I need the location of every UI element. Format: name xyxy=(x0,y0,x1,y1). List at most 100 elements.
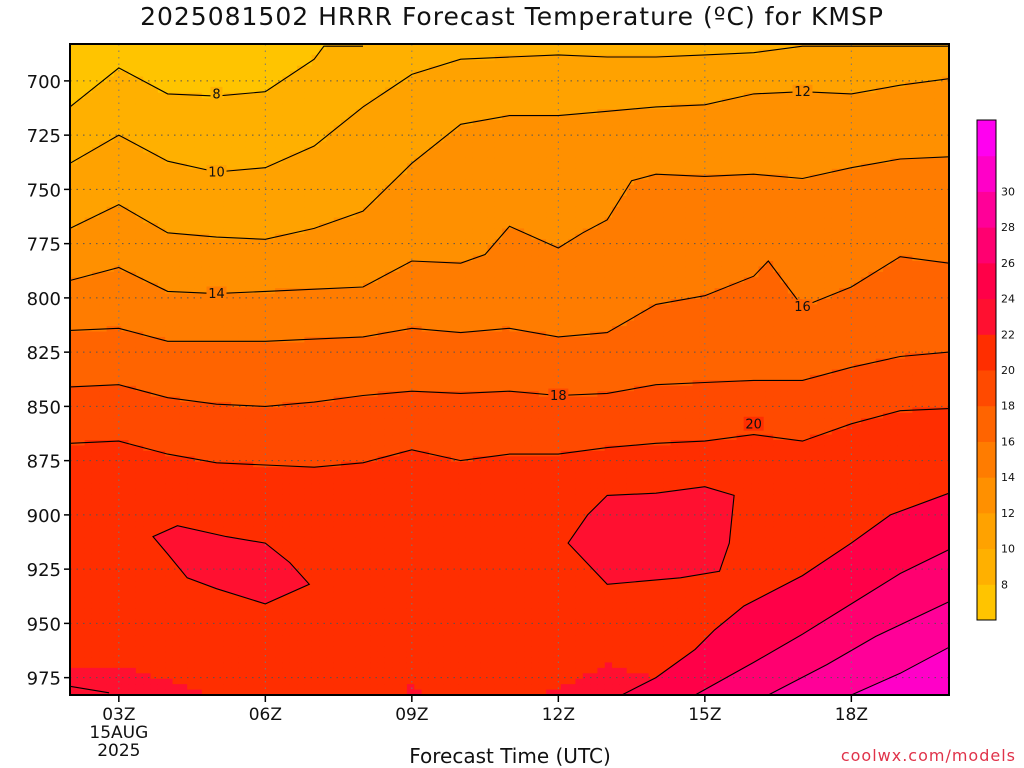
temperature-cell xyxy=(363,326,371,333)
temperature-cell xyxy=(326,271,335,278)
temperature-cell xyxy=(341,114,349,121)
temperature-cell xyxy=(113,92,122,99)
temperature-cell xyxy=(91,521,100,528)
temperature-cell xyxy=(128,109,137,116)
temperature-cell xyxy=(216,597,225,604)
temperature-cell xyxy=(179,250,188,257)
temperature-cell xyxy=(70,678,78,685)
temperature-cell xyxy=(363,619,371,626)
temperature-cell xyxy=(311,526,320,533)
temperature-cell xyxy=(150,114,159,121)
temperature-cell xyxy=(70,255,78,262)
temperature-cell xyxy=(341,141,349,148)
temperature-cell xyxy=(201,185,210,192)
temperature-cell xyxy=(282,396,291,403)
temperature-cell xyxy=(282,472,291,479)
temperature-cell xyxy=(282,662,291,669)
temperature-cell xyxy=(70,92,78,99)
temperature-cell xyxy=(84,71,93,78)
temperature-cell xyxy=(113,478,122,485)
temperature-cell xyxy=(165,602,174,609)
temperature-cell xyxy=(333,521,342,528)
temperature-cell xyxy=(370,407,379,414)
temperature-cell xyxy=(363,575,371,582)
temperature-cell xyxy=(282,347,291,354)
temperature-cell xyxy=(326,456,335,463)
temperature-cell xyxy=(106,412,115,419)
temperature-cell xyxy=(91,190,100,197)
temperature-cell xyxy=(275,114,284,121)
temperature-cell xyxy=(238,331,247,338)
temperature-cell xyxy=(297,651,305,658)
temperature-cell xyxy=(238,298,247,306)
temperature-cell xyxy=(326,277,335,284)
temperature-cell xyxy=(333,575,342,582)
temperature-cell xyxy=(333,662,342,669)
temperature-cell xyxy=(194,613,203,620)
temperature-cell xyxy=(216,201,225,208)
temperature-cell xyxy=(77,597,86,604)
temperature-cell xyxy=(209,510,218,517)
temperature-cell xyxy=(238,114,247,121)
temperature-cell xyxy=(260,635,269,642)
temperature-cell xyxy=(150,505,159,512)
temperature-cell xyxy=(223,358,232,365)
temperature-cell xyxy=(253,429,262,436)
temperature-cell xyxy=(333,92,342,99)
temperature-cell xyxy=(333,60,342,67)
temperature-cell xyxy=(91,250,100,257)
temperature-cell xyxy=(106,331,115,338)
temperature-cell xyxy=(209,651,218,658)
temperature-cell xyxy=(348,564,357,571)
temperature-cell xyxy=(275,233,284,240)
temperature-cell xyxy=(289,591,298,598)
temperature-cell xyxy=(113,147,122,154)
temperature-cell xyxy=(187,374,196,381)
temperature-cell xyxy=(143,92,152,99)
temperature-cell xyxy=(135,445,144,452)
temperature-cell xyxy=(143,619,152,626)
temperature-cell xyxy=(157,591,166,598)
temperature-cell xyxy=(333,450,342,457)
temperature-cell xyxy=(326,391,335,398)
temperature-cell xyxy=(91,244,100,251)
temperature-cell xyxy=(135,581,144,588)
temperature-cell xyxy=(238,271,247,278)
temperature-cell xyxy=(172,195,181,202)
temperature-cell xyxy=(363,635,371,642)
temperature-cell xyxy=(341,624,349,631)
temperature-cell xyxy=(143,282,152,289)
temperature-cell xyxy=(355,65,364,72)
temperature-cell xyxy=(267,114,276,121)
temperature-cell xyxy=(304,380,313,387)
temperature-cell xyxy=(311,434,320,441)
temperature-cell xyxy=(333,195,342,202)
temperature-cell xyxy=(282,488,291,495)
temperature-cell xyxy=(84,98,93,105)
temperature-cell xyxy=(216,450,225,457)
temperature-cell xyxy=(363,678,371,685)
temperature-cell xyxy=(260,119,269,126)
temperature-cell xyxy=(238,423,247,430)
temperature-cell xyxy=(91,114,100,121)
temperature-cell xyxy=(311,402,320,409)
temperature-cell xyxy=(143,206,152,213)
temperature-cell xyxy=(238,619,247,626)
temperature-cell xyxy=(282,461,291,468)
temperature-cell xyxy=(333,526,342,533)
temperature-cell xyxy=(216,65,225,72)
temperature-cell xyxy=(157,412,166,419)
temperature-cell xyxy=(70,288,78,295)
temperature-cell xyxy=(216,271,225,278)
temperature-cell xyxy=(341,179,349,186)
temperature-cell xyxy=(113,613,122,620)
temperature-cell xyxy=(91,152,100,159)
temperature-cell xyxy=(231,646,240,653)
temperature-cell xyxy=(201,624,210,631)
temperature-cell xyxy=(238,434,247,441)
temperature-cell xyxy=(201,179,210,186)
temperature-cell xyxy=(135,472,144,479)
temperature-cell xyxy=(363,429,371,436)
temperature-cell xyxy=(187,602,196,609)
temperature-cell xyxy=(70,277,78,284)
